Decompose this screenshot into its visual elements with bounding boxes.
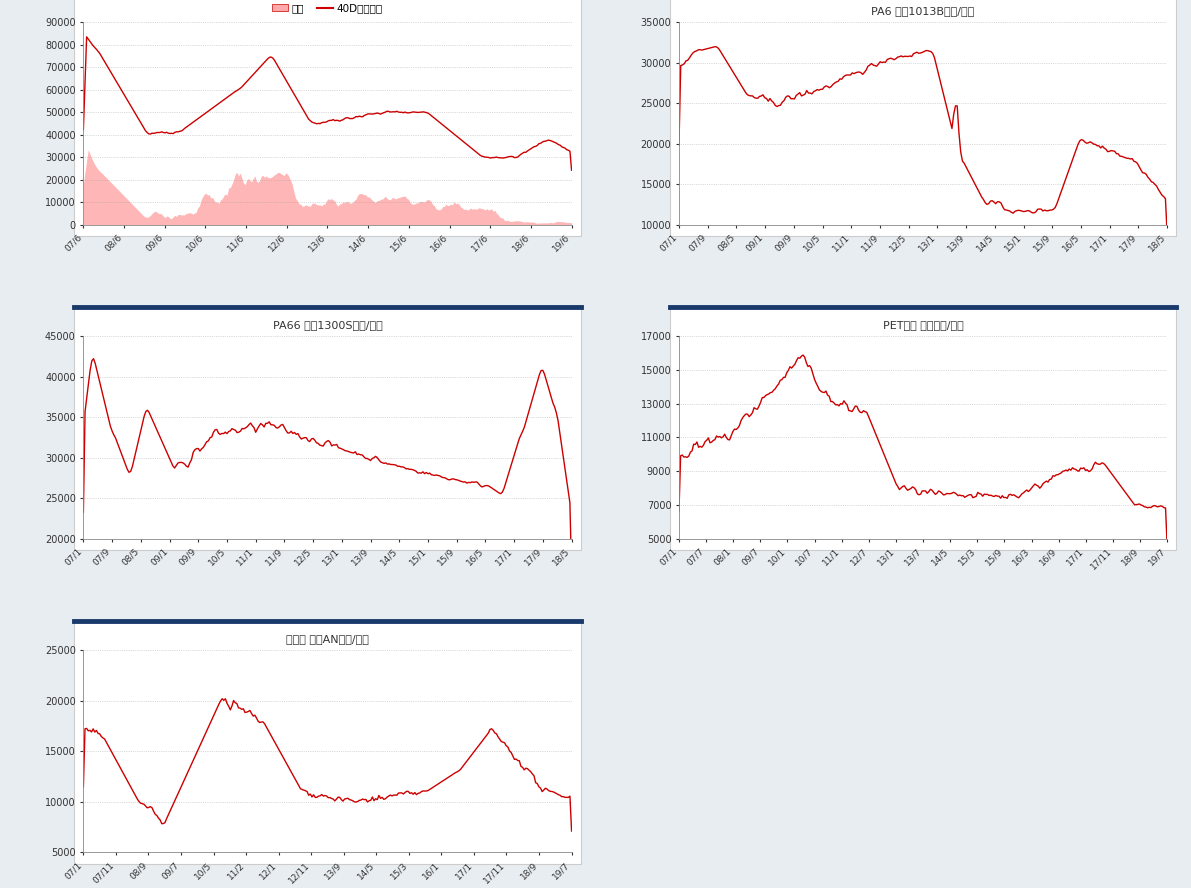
Title: PET切片 华东（元/吚）: PET切片 华东（元/吚）	[883, 320, 964, 329]
Title: PA6 华朇1013B（元/吚）: PA6 华朇1013B（元/吚）	[872, 6, 974, 16]
Title: 丙烯腼 华东AN（元/吚）: 丙烯腼 华东AN（元/吚）	[286, 634, 369, 644]
Title: PA66 华朇1300S（元/吚）: PA66 华朇1300S（元/吚）	[273, 320, 382, 329]
Legend: 价差, 40D氨纶价格: 价差, 40D氨纶价格	[268, 0, 387, 18]
